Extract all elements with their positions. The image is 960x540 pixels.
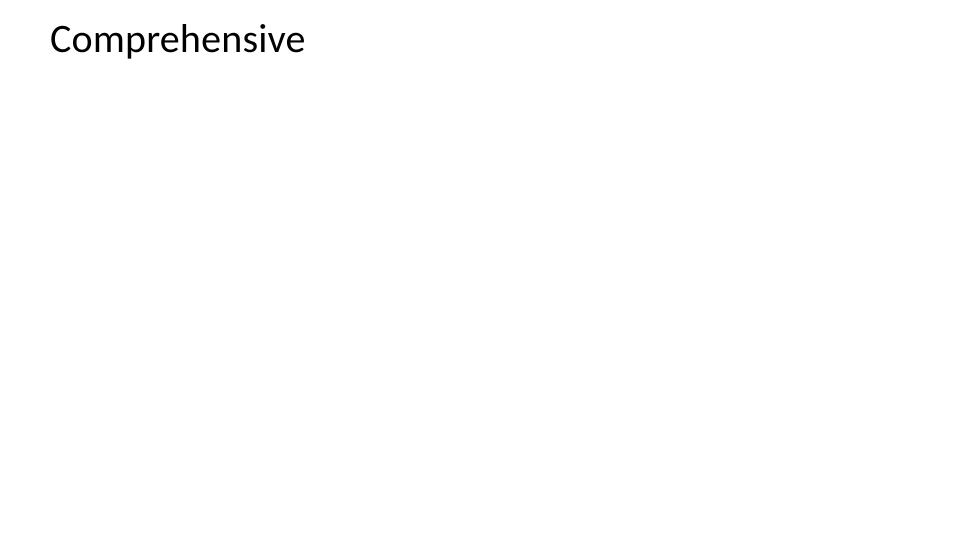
slide-title: Comprehensive [50,14,306,63]
slide-container: Comprehensive [0,0,960,540]
